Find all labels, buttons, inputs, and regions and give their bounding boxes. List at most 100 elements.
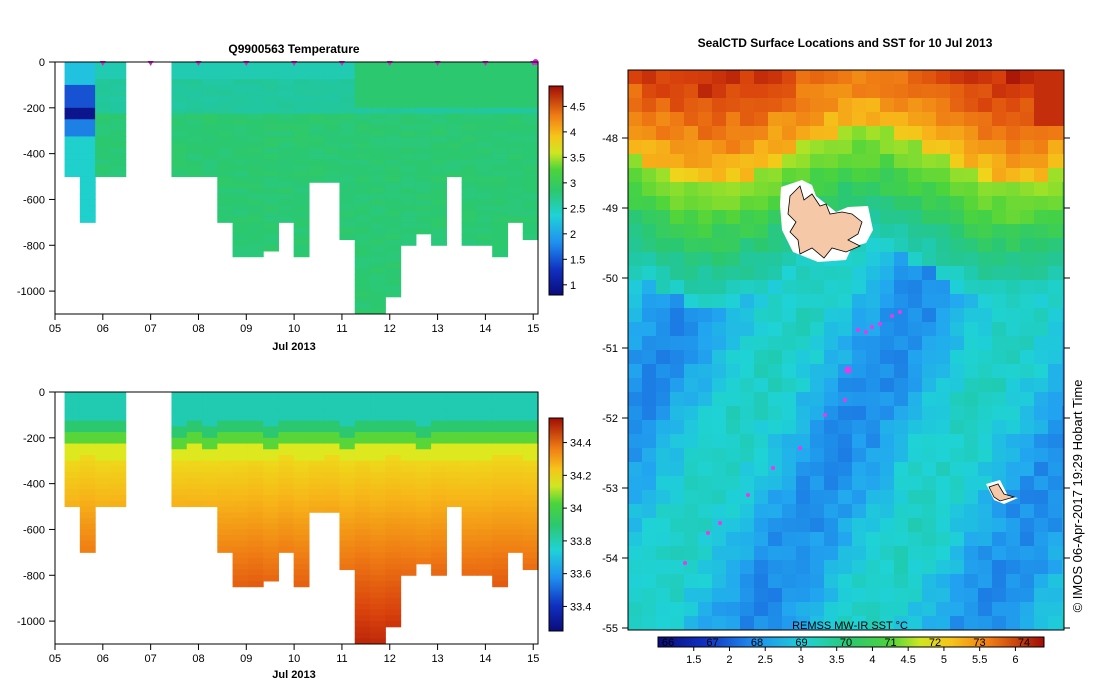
sst-cell bbox=[726, 574, 741, 589]
sst-cell bbox=[712, 616, 727, 630]
salinity-cell bbox=[431, 540, 447, 548]
temperature-cell bbox=[110, 125, 127, 132]
salinity-cell bbox=[232, 477, 249, 485]
seal-location-point bbox=[823, 413, 827, 417]
sst-cell bbox=[796, 84, 811, 99]
sst-cell bbox=[950, 350, 965, 365]
salinity-cell bbox=[507, 437, 524, 445]
sst-cell bbox=[1048, 378, 1063, 393]
x-tick-label: 05 bbox=[49, 323, 61, 335]
sst-cell bbox=[1062, 140, 1064, 155]
sst-cell bbox=[754, 448, 769, 463]
salinity-cell bbox=[492, 581, 509, 588]
sst-cell bbox=[698, 574, 713, 589]
sst-cell bbox=[824, 490, 839, 505]
temperature-cell bbox=[110, 79, 127, 86]
temperature-y-axis: 0-200-400-600-800-1000 bbox=[17, 57, 55, 298]
temperature-cell bbox=[232, 165, 249, 172]
sst-cell bbox=[1062, 308, 1064, 323]
salinity-cell bbox=[522, 518, 539, 525]
sst-cell bbox=[838, 196, 853, 211]
salinity-cell bbox=[446, 460, 463, 467]
sst-cell bbox=[768, 266, 783, 281]
salinity-cell bbox=[476, 432, 493, 439]
sst-cell bbox=[908, 224, 923, 239]
temperature-cell bbox=[217, 84, 234, 92]
temperature-cell bbox=[217, 165, 234, 172]
sst-cell bbox=[726, 406, 741, 421]
salinity-cell bbox=[507, 489, 524, 496]
salinity-cell bbox=[95, 392, 111, 399]
salinity-cell bbox=[217, 483, 234, 490]
sst-cell bbox=[768, 406, 783, 421]
salinity-cell bbox=[339, 540, 356, 548]
temperature-cell bbox=[492, 125, 509, 132]
sst-cell bbox=[768, 574, 783, 589]
sst-cell bbox=[628, 518, 643, 533]
sst-cell bbox=[880, 560, 895, 575]
salinity-cell bbox=[431, 512, 447, 519]
temperature-cell bbox=[79, 79, 96, 86]
temperature-cell bbox=[339, 182, 356, 189]
sst-cell bbox=[824, 532, 839, 547]
salinity-cell bbox=[324, 437, 341, 445]
sst-cell bbox=[782, 518, 797, 533]
temperature-cell bbox=[79, 199, 96, 206]
salinity-cell bbox=[354, 609, 371, 616]
sst-cell bbox=[684, 294, 699, 309]
salinity-cell bbox=[370, 540, 386, 548]
sst-cell bbox=[656, 532, 671, 547]
salinity-cell bbox=[308, 426, 325, 433]
sst-cell bbox=[656, 546, 671, 561]
salinity-cell bbox=[324, 477, 341, 485]
sst-cell bbox=[684, 364, 699, 379]
sst-cell bbox=[964, 532, 979, 547]
temperature-cell bbox=[492, 210, 509, 218]
sst-cell bbox=[642, 112, 657, 127]
sst-cell bbox=[1048, 490, 1063, 505]
sst-cell bbox=[880, 252, 895, 267]
salinity-cell bbox=[461, 437, 478, 445]
sst-cell bbox=[964, 84, 979, 99]
sst-cell bbox=[796, 602, 811, 617]
sst-cell bbox=[950, 112, 965, 127]
sst-colorbar-fahrenheit-label: 73 bbox=[973, 637, 985, 649]
sst-cell bbox=[670, 392, 685, 407]
temperature-cell bbox=[339, 107, 356, 115]
temperature-cell bbox=[446, 165, 463, 172]
temperature-cell bbox=[293, 113, 310, 120]
sst-cell bbox=[1062, 406, 1064, 421]
sst-cell bbox=[642, 546, 657, 561]
sst-cell bbox=[908, 98, 923, 113]
salinity-cell bbox=[522, 443, 539, 450]
sst-cell bbox=[950, 392, 965, 407]
temperature-cell bbox=[110, 107, 127, 115]
temperature-cell bbox=[64, 119, 81, 126]
sst-cell bbox=[964, 266, 979, 281]
temperature-cell bbox=[95, 130, 111, 137]
salinity-cell bbox=[522, 432, 539, 439]
salinity-cell bbox=[64, 409, 81, 416]
sst-cell bbox=[1020, 504, 1035, 519]
salinity-cell bbox=[385, 455, 402, 462]
sst-cell bbox=[768, 238, 783, 253]
salinity-cell bbox=[232, 529, 249, 536]
temperature-cell bbox=[278, 147, 295, 155]
temperature-cell bbox=[293, 130, 310, 137]
sst-cell bbox=[894, 504, 909, 519]
temperature-cell bbox=[202, 170, 218, 178]
temperature-cell bbox=[415, 222, 432, 229]
sst-cell bbox=[684, 168, 699, 183]
sst-cell bbox=[754, 406, 769, 421]
sst-cell bbox=[866, 616, 881, 630]
temperature-cell bbox=[522, 102, 539, 109]
temperature-cell bbox=[232, 84, 249, 92]
salinity-cell bbox=[95, 477, 111, 485]
sst-cell bbox=[908, 588, 923, 603]
salinity-cell bbox=[79, 472, 96, 479]
salinity-cell bbox=[522, 437, 539, 445]
salinity-cell bbox=[263, 495, 279, 502]
salinity-cell bbox=[293, 581, 310, 588]
temperature-cell bbox=[492, 153, 509, 160]
